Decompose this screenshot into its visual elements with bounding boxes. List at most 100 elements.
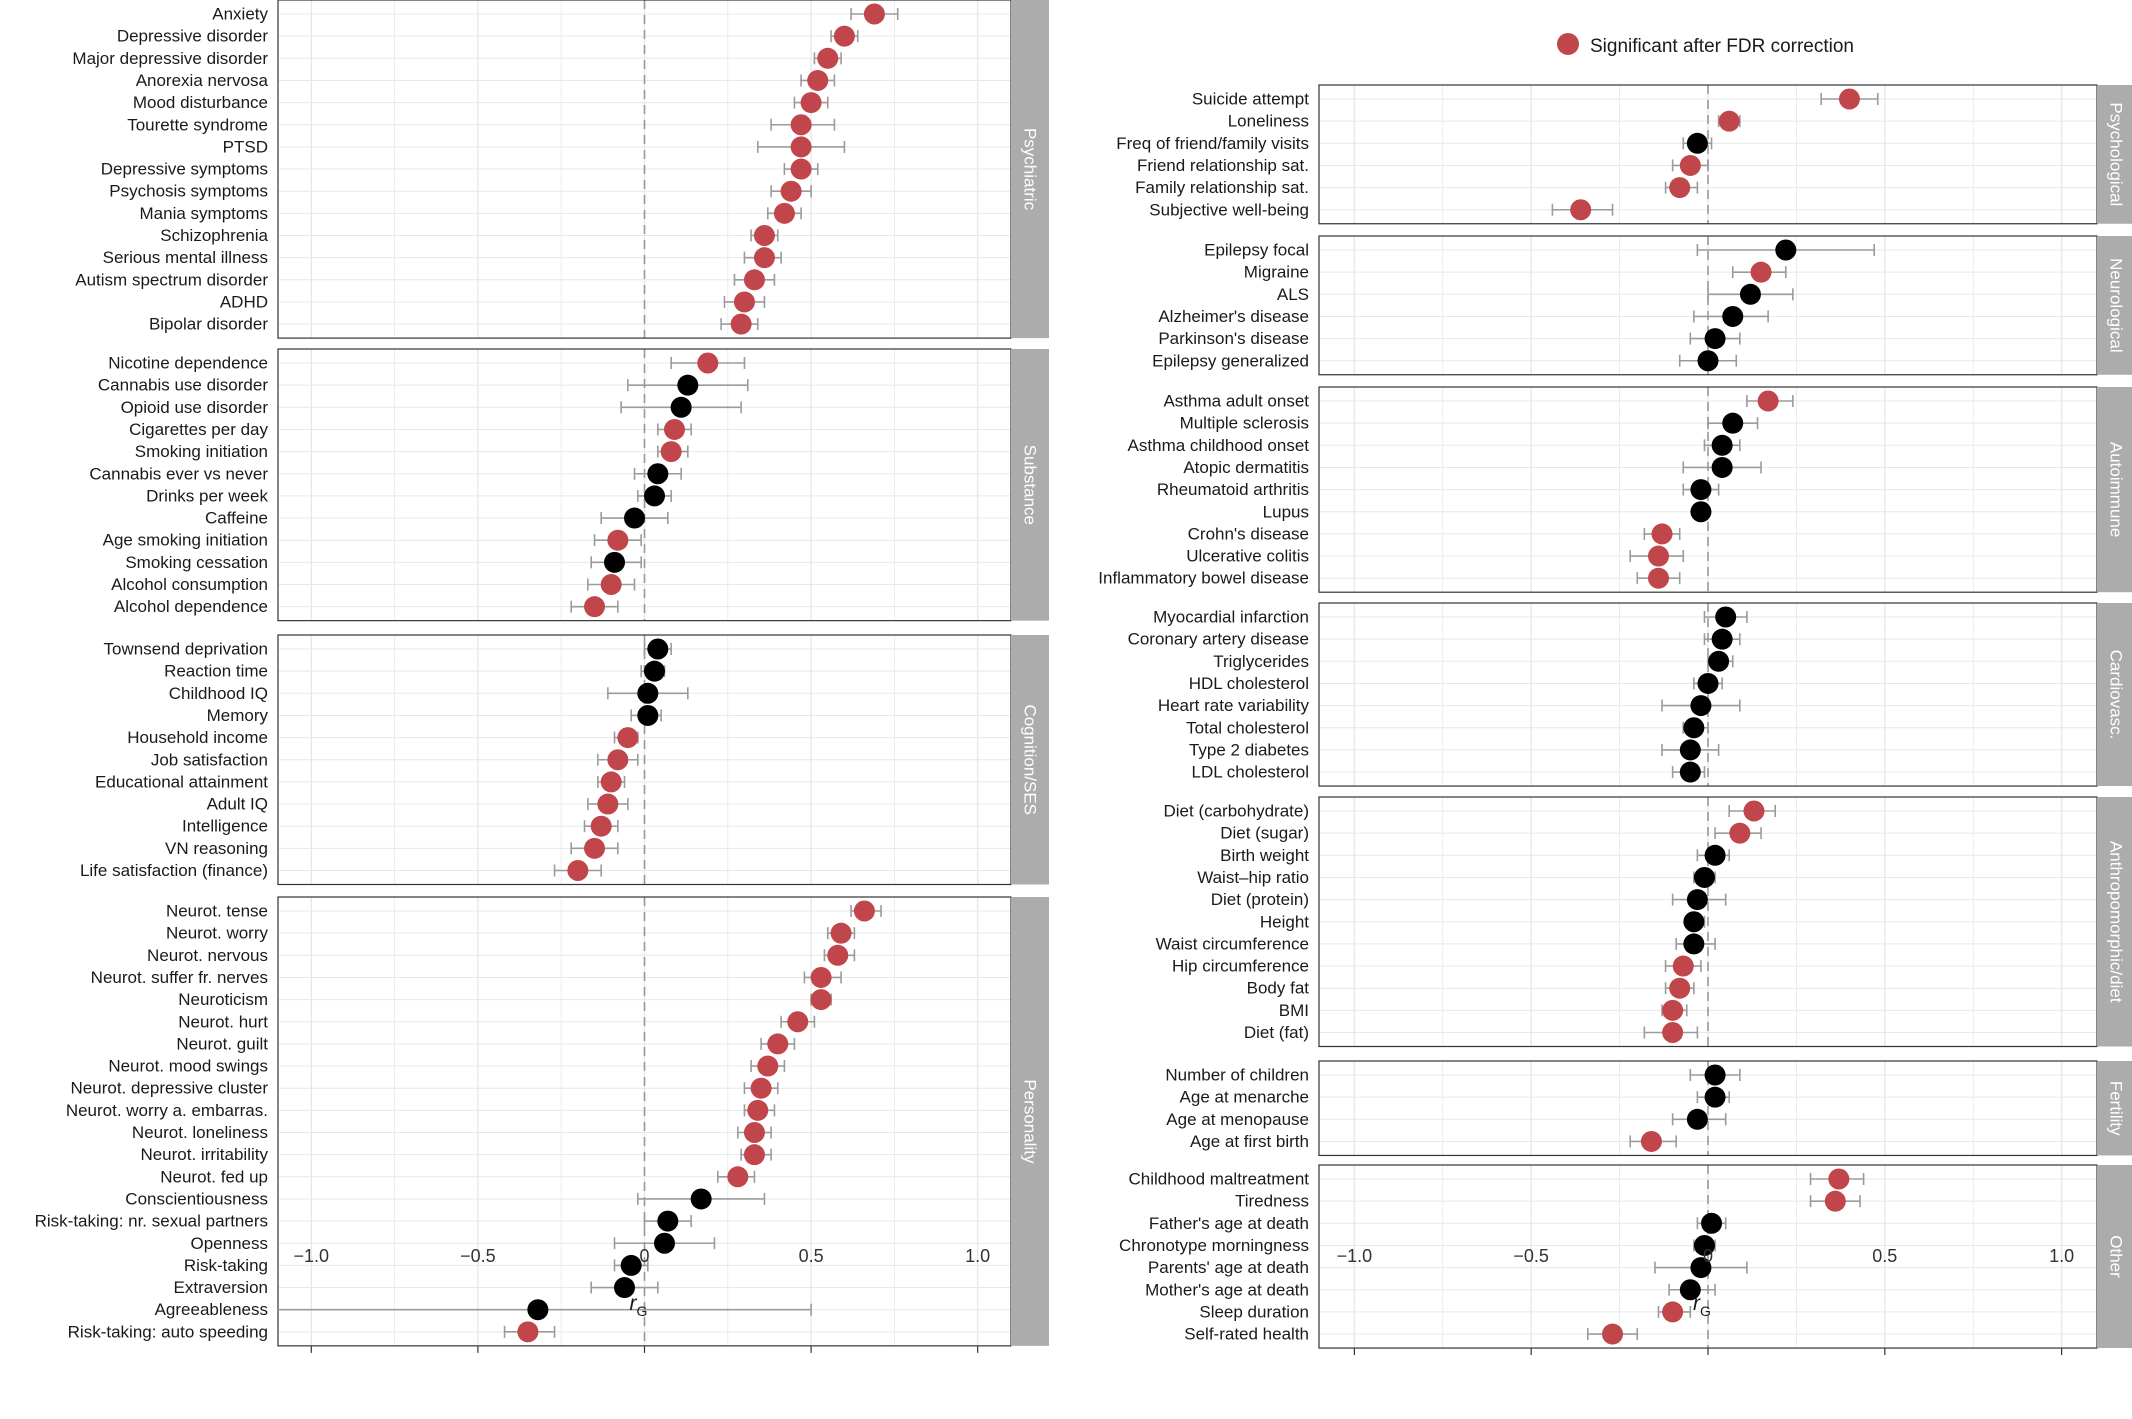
row-serious-mental-illness: Serious mental illness	[103, 247, 782, 269]
row-label: Epilepsy generalized	[1152, 351, 1309, 370]
panel-anthropomorphic-diet: Anthropomorphic/diet Diet (carbohydrate) D…	[1156, 796, 2132, 1048]
point-nonsignificant	[1686, 889, 1708, 911]
row-label: Hip circumference	[1172, 957, 1309, 976]
row-openness: Openness	[191, 1232, 716, 1254]
row-label: Age at first birth	[1190, 1132, 1309, 1151]
row-label: Epilepsy focal	[1204, 241, 1309, 260]
row-label: Risk-taking: auto speeding	[68, 1322, 268, 1341]
row-loneliness: Loneliness	[1228, 110, 1741, 132]
row-label: Neurot. fed up	[160, 1167, 268, 1186]
row-job-satisfaction: Job satisfaction	[151, 749, 639, 771]
row-label: Age at menopause	[1166, 1110, 1309, 1129]
row-household-income: Household income	[127, 727, 639, 749]
panel-psychiatric: Psychiatric Anxiety Depressive disorder Maj…	[72, 0, 1049, 339]
row-label: Risk-taking: nr. sexual partners	[35, 1212, 268, 1231]
row-neurot-suffer-fr-nerves: Neurot. suffer fr. nerves	[91, 966, 842, 988]
row-label: Psychosis symptoms	[109, 182, 268, 201]
row-label: Anxiety	[212, 5, 268, 24]
row-age-at-first-birth: Age at first birth	[1190, 1130, 1677, 1152]
point-nonsignificant	[643, 660, 665, 682]
row-label: Birth weight	[1220, 846, 1309, 865]
row-epilepsy-generalized: Epilepsy generalized	[1152, 350, 1738, 372]
x-axis-title-subscript: G	[637, 1303, 648, 1319]
row-mania-symptoms: Mania symptoms	[140, 202, 802, 224]
row-label: Drinks per week	[146, 486, 268, 505]
row-label: Memory	[207, 706, 269, 725]
point-nonsignificant	[1722, 412, 1744, 434]
row-label: Neurot. tense	[166, 902, 268, 921]
point-significant	[743, 1122, 765, 1143]
row-adult-iq: Adult IQ	[207, 793, 629, 815]
point-nonsignificant	[1683, 933, 1705, 955]
point-nonsignificant	[620, 1254, 642, 1276]
row-depressive-disorder: Depressive disorder	[117, 25, 859, 47]
point-significant	[1669, 977, 1691, 999]
point-significant	[853, 900, 875, 922]
row-diet-carbohydrate: Diet (carbohydrate)	[1163, 800, 1776, 822]
point-nonsignificant	[637, 682, 659, 704]
row-label: Loneliness	[1228, 112, 1309, 131]
row-als: ALS	[1277, 283, 1794, 305]
row-label: Multiple sclerosis	[1180, 414, 1309, 433]
row-sleep-duration: Sleep duration	[1199, 1301, 1692, 1323]
point-nonsignificant	[1690, 479, 1712, 501]
row-label: Father's age at death	[1149, 1214, 1309, 1233]
row-label: Height	[1260, 912, 1309, 931]
row-risk-taking-auto-speeding: Risk-taking: auto speeding	[68, 1321, 556, 1343]
row-label: Inflammatory bowel disease	[1098, 569, 1309, 588]
row-label: Cannabis use disorder	[98, 376, 268, 395]
row-parkinson-s-disease: Parkinson's disease	[1158, 328, 1741, 350]
point-significant	[1672, 955, 1694, 977]
point-nonsignificant	[653, 1232, 675, 1254]
row-label: Educational attainment	[95, 772, 268, 791]
panel-autoimmune: Autoimmune Asthma adult onset Multiple scl…	[1098, 386, 2132, 593]
point-nonsignificant	[1711, 628, 1733, 650]
row-smoking-initiation: Smoking initiation	[135, 441, 689, 463]
point-nonsignificant	[1708, 650, 1730, 672]
point-significant	[827, 944, 849, 966]
row-townsend-deprivation: Townsend deprivation	[104, 638, 672, 660]
row-ldl-cholesterol: LDL cholesterol	[1192, 761, 1706, 783]
row-ulcerative-colitis: Ulcerative colitis	[1186, 545, 1685, 567]
row-label: Diet (sugar)	[1220, 824, 1309, 843]
point-nonsignificant	[1704, 1064, 1726, 1086]
row-psychosis-symptoms: Psychosis symptoms	[109, 180, 812, 202]
point-significant	[810, 966, 832, 988]
panel-strip	[1011, 349, 1049, 621]
point-significant	[1662, 1301, 1684, 1323]
panel-strip-label: Psychological	[2107, 102, 2126, 206]
point-nonsignificant	[1683, 717, 1705, 739]
point-nonsignificant	[1697, 350, 1719, 372]
row-label: Life satisfaction (finance)	[80, 861, 268, 880]
row-label: Parkinson's disease	[1158, 329, 1309, 348]
row-anorexia-nervosa: Anorexia nervosa	[136, 69, 836, 91]
point-significant	[1824, 1190, 1846, 1212]
row-memory: Memory	[207, 704, 662, 726]
row-neurot-irritability: Neurot. irritability	[140, 1144, 772, 1166]
point-significant	[800, 92, 822, 114]
row-alcohol-consumption: Alcohol consumption	[111, 574, 636, 595]
x-tick-label: −0.5	[460, 1246, 496, 1266]
row-major-depressive-disorder: Major depressive disorder	[72, 47, 842, 69]
point-nonsignificant	[1715, 606, 1737, 628]
row-label: Chronotype morningness	[1119, 1236, 1309, 1255]
point-significant	[1750, 261, 1772, 283]
row-waist-circumference: Waist circumference	[1156, 933, 1716, 955]
row-diet-fat: Diet (fat)	[1244, 1022, 1699, 1043]
row-label: LDL cholesterol	[1192, 763, 1310, 782]
row-label: Tiredness	[1235, 1192, 1309, 1211]
row-label: Nicotine dependence	[108, 354, 268, 373]
row-subjective-well-being: Subjective well-being	[1149, 199, 1614, 221]
point-significant	[833, 25, 855, 47]
row-label: VN reasoning	[165, 839, 268, 858]
row-autism-spectrum-disorder: Autism spectrum disorder	[75, 269, 776, 291]
row-neurot-loneliness: Neurot. loneliness	[132, 1122, 772, 1143]
x-tick-label: −0.5	[1513, 1246, 1549, 1266]
x-tick-label: 1.0	[2049, 1246, 2074, 1266]
row-parents-age-at-death: Parents' age at death	[1148, 1257, 1748, 1279]
legend-significant-marker	[1557, 33, 1579, 55]
row-nicotine-dependence: Nicotine dependence	[108, 352, 746, 374]
row-label: Subjective well-being	[1149, 200, 1309, 219]
row-label: Coronary artery disease	[1128, 630, 1309, 649]
row-migraine: Migraine	[1244, 261, 1787, 283]
